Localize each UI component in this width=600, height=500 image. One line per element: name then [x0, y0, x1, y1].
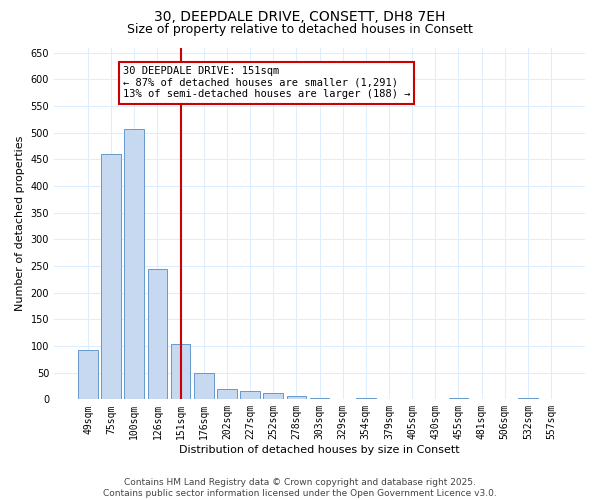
Bar	[124, 129, 144, 400]
Bar	[518, 398, 538, 400]
Bar	[101, 154, 121, 400]
Text: 30 DEEPDALE DRIVE: 151sqm
← 87% of detached houses are smaller (1,291)
13% of se: 30 DEEPDALE DRIVE: 151sqm ← 87% of detac…	[123, 66, 410, 100]
X-axis label: Distribution of detached houses by size in Consett: Distribution of detached houses by size …	[179, 445, 460, 455]
Bar	[240, 392, 260, 400]
Text: Size of property relative to detached houses in Consett: Size of property relative to detached ho…	[127, 22, 473, 36]
Bar	[78, 350, 98, 400]
Bar	[287, 396, 306, 400]
Text: Contains HM Land Registry data © Crown copyright and database right 2025.
Contai: Contains HM Land Registry data © Crown c…	[103, 478, 497, 498]
Bar	[263, 394, 283, 400]
Bar	[148, 268, 167, 400]
Y-axis label: Number of detached properties: Number of detached properties	[15, 136, 25, 311]
Bar	[194, 373, 214, 400]
Bar	[310, 398, 329, 400]
Bar	[449, 398, 468, 400]
Bar	[171, 344, 190, 400]
Bar	[217, 389, 237, 400]
Text: 30, DEEPDALE DRIVE, CONSETT, DH8 7EH: 30, DEEPDALE DRIVE, CONSETT, DH8 7EH	[154, 10, 446, 24]
Bar	[356, 398, 376, 400]
